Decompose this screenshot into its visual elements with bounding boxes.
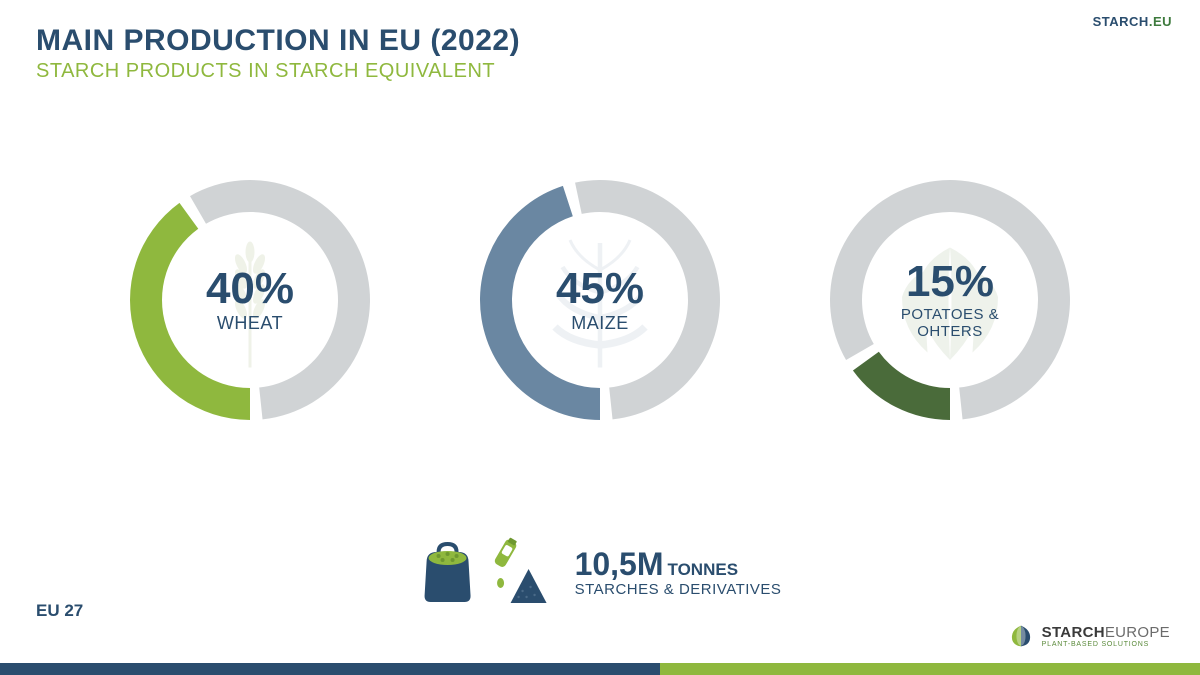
donut-wheat-pct: 40% [206, 267, 294, 311]
bottle-pile-icon [483, 537, 553, 607]
brand-bottom-thin: EUROPE [1105, 624, 1170, 641]
brand-bottom-bold: STARCH [1042, 624, 1105, 641]
donut-maize-pct: 45% [556, 267, 644, 311]
donut-potatoes-center: 15% POTATOES & OHTERS [901, 260, 999, 340]
donut-wheat-label: WHEAT [206, 313, 294, 334]
logo-icon [1008, 623, 1034, 649]
eu27-label: EU 27 [36, 601, 83, 621]
brand-bottom: STARCHEUROPE PLANT-BASED SOLUTIONS [1008, 623, 1170, 649]
footer-text: 10,5MTONNES STARCHES & DERIVATIVES [575, 546, 782, 598]
donut-row: 40% WHEAT 45% MAIZE [0, 170, 1200, 430]
brand-top-part2: .EU [1149, 14, 1172, 29]
donut-maize-label: MAIZE [556, 313, 644, 334]
donut-wheat-center: 40% WHEAT [206, 267, 294, 334]
donut-potatoes: 15% POTATOES & OHTERS [820, 170, 1080, 430]
donut-maize: 45% MAIZE [470, 170, 730, 430]
brand-top: STARCH.EU [1093, 14, 1172, 29]
footer-stat: 10,5MTONNES STARCHES & DERIVATIVES [419, 537, 782, 607]
donut-wheat: 40% WHEAT [120, 170, 380, 430]
donut-maize-center: 45% MAIZE [556, 267, 644, 334]
brand-top-part1: STARCH [1093, 14, 1149, 29]
page-title: MAIN PRODUCTION IN EU (2022) [36, 24, 520, 58]
brand-bottom-text: STARCHEUROPE PLANT-BASED SOLUTIONS [1042, 625, 1170, 648]
footer-big: 10,5M [575, 546, 664, 582]
page-subtitle: STARCH PRODUCTS IN STARCH EQUIVALENT [36, 60, 520, 83]
header: MAIN PRODUCTION IN EU (2022) STARCH PROD… [36, 24, 520, 83]
bottom-bar [0, 663, 1200, 675]
footer-icons [419, 537, 553, 607]
footer-sub: STARCHES & DERIVATIVES [575, 581, 782, 598]
footer-unit: TONNES [668, 560, 739, 579]
donut-potatoes-pct: 15% [901, 260, 999, 304]
donut-potatoes-label: POTATOES & OHTERS [901, 306, 999, 340]
bag-icon [419, 540, 477, 604]
brand-bottom-tagline: PLANT-BASED SOLUTIONS [1042, 641, 1170, 648]
